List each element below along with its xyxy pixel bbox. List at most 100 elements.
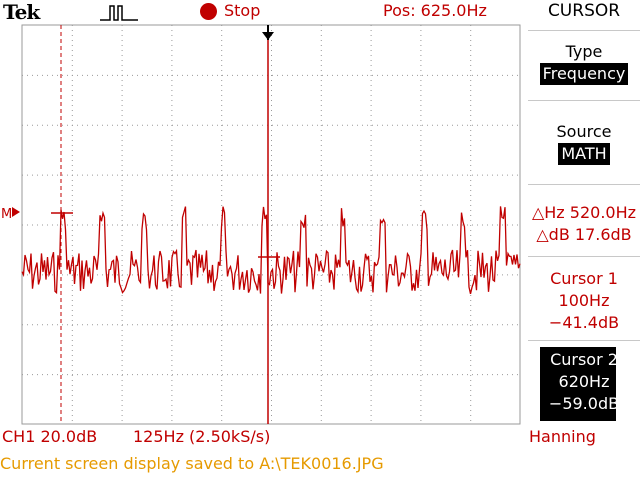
grid-dot: [27, 374, 28, 376]
grid-dot: [171, 30, 173, 31]
grid-dot: [92, 224, 93, 226]
grid-dot: [221, 160, 223, 161]
grid-dot: [171, 360, 173, 361]
grid-dot: [370, 40, 372, 41]
grid-dot: [132, 224, 133, 226]
grid-dot: [167, 124, 168, 126]
grid-dot: [72, 124, 73, 126]
grid-dot: [271, 140, 272, 141]
grid-dot: [312, 174, 313, 176]
grid-dot: [171, 315, 173, 316]
grid-dot: [121, 315, 123, 316]
grid-dot: [102, 124, 103, 126]
grid-dot: [71, 370, 73, 371]
grid-dot: [172, 74, 173, 76]
grid-dot: [227, 124, 228, 126]
grid-dot: [370, 45, 372, 46]
type-menu-button[interactable]: Type Frequency: [528, 41, 640, 85]
grid-dot: [287, 124, 288, 126]
grid-dot: [221, 300, 223, 301]
grid-dot: [470, 75, 472, 76]
grid-dot: [117, 74, 118, 76]
grid-dot: [370, 115, 372, 116]
grid-dot: [370, 325, 372, 326]
grid-dot: [467, 374, 468, 376]
grid-dot: [432, 274, 433, 276]
grid-dot: [197, 224, 198, 226]
grid-dot: [507, 174, 508, 176]
grid-dot: [71, 185, 73, 186]
grid-dot: [22, 124, 23, 126]
grid-dot: [320, 405, 322, 406]
grid-dot: [420, 180, 422, 181]
grid-dot: [370, 220, 372, 221]
grid-dot: [157, 124, 158, 126]
grid-dot: [420, 30, 422, 31]
grid-dot: [392, 124, 393, 126]
grid-dot: [417, 374, 418, 376]
grid-dot: [32, 124, 33, 126]
run-state-label[interactable]: Stop: [224, 1, 261, 20]
grid-dot: [362, 274, 363, 276]
grid-dot: [477, 174, 478, 176]
grid-dot: [420, 65, 422, 66]
grid-dot: [47, 124, 48, 126]
source-value: MATH: [558, 143, 610, 165]
grid-dot: [121, 275, 123, 276]
grid-dot: [121, 285, 123, 286]
grid-dot: [221, 350, 223, 351]
grid-dot: [207, 224, 208, 226]
divider: [528, 256, 640, 257]
grid-dot: [420, 60, 422, 61]
grid-dot: [370, 195, 372, 196]
grid-dot: [172, 224, 173, 226]
grid-dot: [271, 105, 272, 106]
grid-dot: [122, 324, 123, 326]
grid-dot: [370, 130, 372, 131]
grid-dot: [297, 224, 298, 226]
grid-dot: [382, 374, 383, 376]
type-label: Type: [565, 42, 603, 61]
grid-dot: [507, 274, 508, 276]
grid-dot: [317, 324, 318, 326]
grid-dot: [271, 160, 272, 161]
source-menu-button[interactable]: Source MATH: [528, 121, 640, 165]
grid-dot: [370, 320, 372, 321]
grid-dot: [347, 74, 348, 76]
grid-dot: [112, 274, 113, 276]
grid-dot: [221, 195, 223, 196]
grid-dot: [262, 274, 263, 276]
grid-dot: [71, 170, 73, 171]
grid-dot: [437, 274, 438, 276]
grid-dot: [192, 324, 193, 326]
grid-dot: [42, 324, 43, 326]
grid-dot: [367, 224, 368, 226]
cursor-2-button[interactable]: Cursor 2 620Hz −59.0dB: [528, 349, 640, 415]
grid-dot: [420, 385, 422, 386]
grid-dot: [112, 324, 113, 326]
grid-dot: [470, 200, 472, 201]
grid-dot: [372, 224, 373, 226]
grid-dot: [357, 374, 358, 376]
grid-dot: [420, 115, 422, 116]
grid-dot: [271, 100, 272, 101]
grid-dot: [121, 245, 123, 246]
grid-dot: [171, 190, 173, 191]
grid-dot: [82, 324, 83, 326]
grid-dot: [121, 195, 123, 196]
cursor-1-button[interactable]: Cursor 1 100Hz −41.4dB: [528, 268, 640, 334]
grid-dot: [342, 274, 343, 276]
grid-dot: [227, 374, 228, 376]
grid-dot: [71, 415, 73, 416]
grid-dot: [107, 374, 108, 376]
grid-dot: [27, 124, 28, 126]
grid-dot: [312, 324, 313, 326]
grid-dot: [57, 224, 58, 226]
grid-dot: [472, 174, 473, 176]
grid-dot: [377, 174, 378, 176]
grid-dot: [457, 174, 458, 176]
grid-dot: [420, 85, 422, 86]
grid-dot: [121, 305, 123, 306]
grid-dot: [221, 285, 223, 286]
